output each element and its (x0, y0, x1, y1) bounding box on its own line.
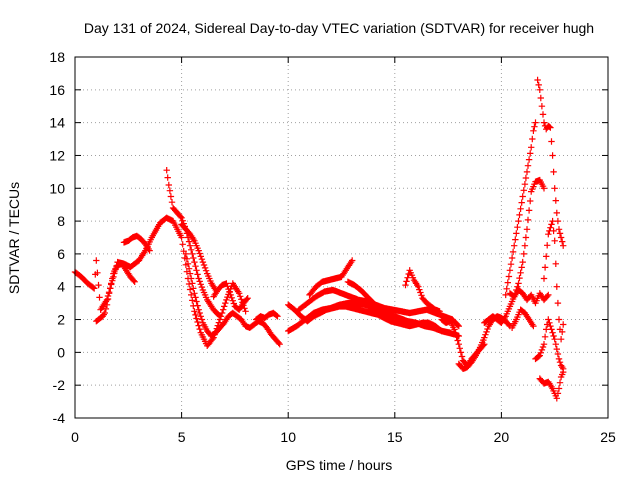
series-track-g (210, 280, 251, 313)
data-point-markers (402, 267, 443, 315)
y-tick-label: 4 (57, 279, 65, 295)
y-tick-label: 6 (57, 246, 65, 262)
y-tick-label: 0 (57, 344, 65, 360)
data-point-markers (534, 76, 567, 249)
data-point-markers (120, 232, 153, 254)
y-tick-label: 16 (49, 82, 65, 98)
series-track-m (344, 278, 396, 325)
x-tick-label: 15 (387, 429, 403, 445)
series-track-f (182, 250, 283, 348)
x-axis-label: GPS time / hours (286, 457, 393, 473)
data-point-markers (536, 368, 567, 402)
x-tick-label: 10 (280, 429, 296, 445)
y-tick-label: 12 (49, 147, 65, 163)
chart-title: Day 131 of 2024, Sidereal Day-to-day VTE… (84, 20, 594, 36)
y-tick-label: 18 (49, 49, 65, 65)
series-track-q (481, 176, 548, 326)
y-tick-label: 2 (57, 312, 65, 328)
data-point-markers (508, 306, 537, 331)
data-point-markers (210, 280, 251, 313)
x-tick-label: 20 (494, 429, 510, 445)
series-track-r (502, 119, 539, 299)
data-point-markers (71, 214, 249, 349)
series-track-w (536, 368, 567, 402)
data-point-markers (502, 119, 539, 299)
data-point-markers (253, 309, 281, 323)
gridlines (74, 56, 609, 419)
data-point-markers (438, 316, 488, 369)
series-track-e (178, 221, 219, 294)
y-tick-labels: -4 -2 0 2 4 6 8 10 12 14 16 18 (49, 49, 65, 426)
y-axis-label: SDTVAR / TECUs (6, 182, 22, 294)
series-track-u (508, 306, 537, 331)
x-tick-label: 5 (178, 429, 186, 445)
data-point-markers (178, 221, 219, 294)
data-point-markers (344, 278, 396, 325)
y-tick-label: 14 (49, 115, 65, 131)
data-point-markers (532, 316, 567, 372)
data-point-markers (182, 250, 283, 348)
x-tick-label: 0 (71, 429, 79, 445)
series-track-h (253, 309, 281, 323)
series-track-p (438, 316, 488, 369)
series-track-v (532, 316, 567, 372)
data-point-markers (481, 176, 548, 326)
series-track-s (534, 76, 567, 249)
data-point-markers (93, 260, 138, 325)
series-track-t (506, 286, 552, 307)
series-track-a (71, 214, 249, 349)
series-track-c (120, 232, 153, 254)
y-tick-label: -2 (53, 377, 66, 393)
y-tick-label: 10 (49, 180, 65, 196)
y-tick-label: 8 (57, 213, 65, 229)
x-tick-label: 25 (600, 429, 616, 445)
series-track-b (93, 260, 138, 325)
series-track-l (306, 257, 356, 299)
series-track-n (402, 267, 443, 315)
data-point-markers (506, 286, 552, 307)
series-track-x (540, 217, 567, 343)
data-point-markers (306, 257, 356, 299)
x-tick-labels: 0 5 10 15 20 25 (71, 429, 616, 445)
y-tick-label: -4 (53, 410, 66, 426)
data-point-markers (540, 217, 567, 343)
plot-frame (74, 56, 609, 419)
